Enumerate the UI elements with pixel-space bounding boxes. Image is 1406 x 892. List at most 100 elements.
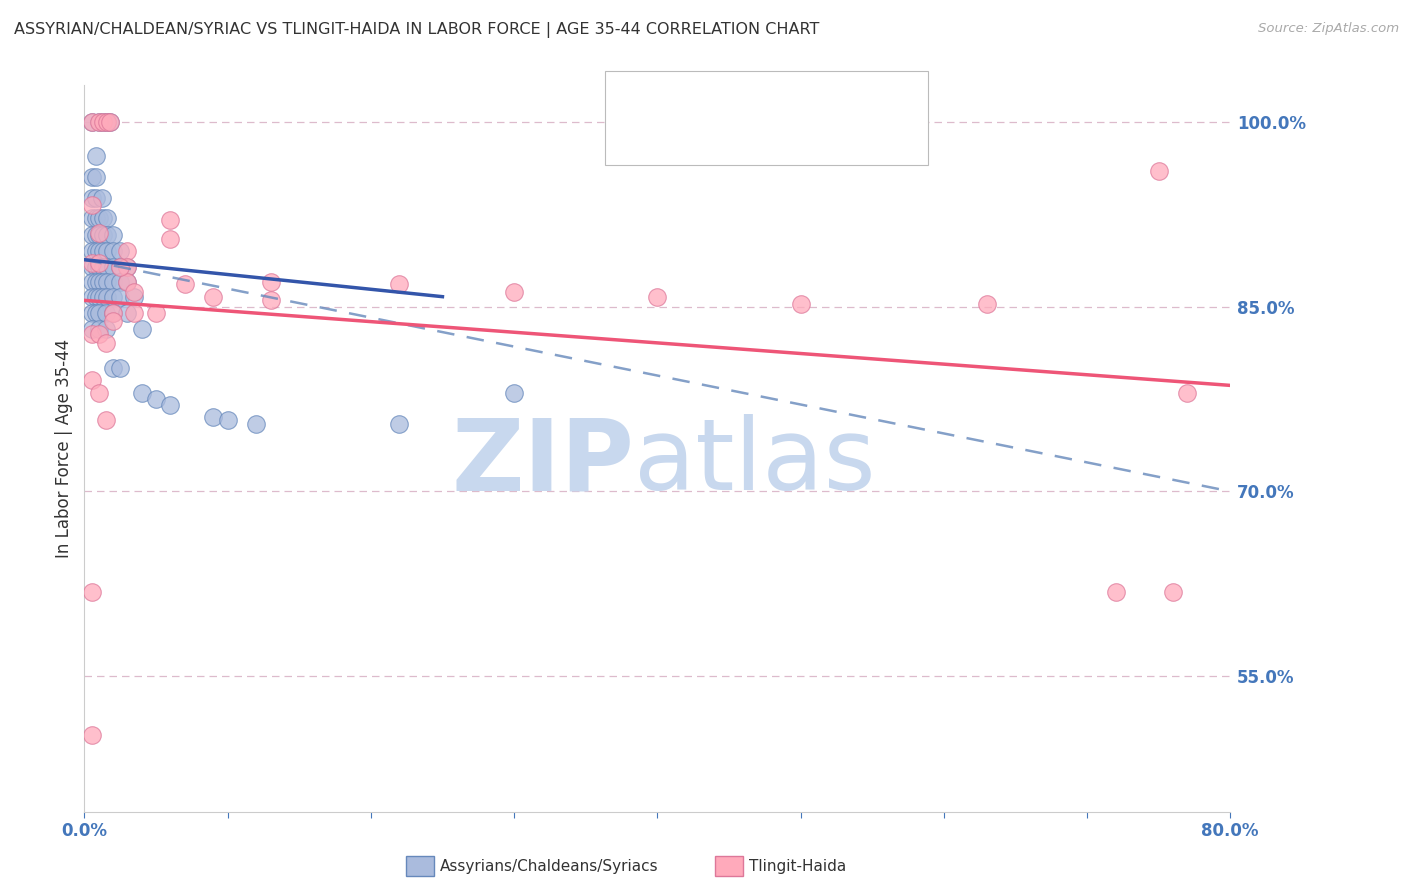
Point [503,285,526,299]
FancyBboxPatch shape [628,127,657,149]
Point [94,306,117,320]
Point [87,260,110,274]
Point [91,275,114,289]
Point [80,728,103,742]
Point [159,213,181,227]
Point [503,385,526,400]
Point [789,297,811,311]
Point [101,260,124,274]
Point [94,413,117,427]
Point [1161,585,1184,599]
Point [80,256,103,270]
FancyBboxPatch shape [406,856,434,876]
Point [84,228,107,243]
Text: ZIP: ZIP [451,414,634,511]
Point [87,211,110,225]
Point [96,275,118,289]
Point [173,277,195,292]
Point [98,114,121,128]
Point [108,244,131,258]
Point [101,275,124,289]
Point [80,114,103,128]
Point [90,191,112,205]
Point [117,244,139,258]
Text: atlas: atlas [634,414,876,511]
Point [87,244,110,258]
Point [145,306,167,320]
Point [91,211,114,225]
Text: R = -0.141   N = 39: R = -0.141 N = 39 [664,129,827,147]
Point [87,385,110,400]
Point [87,326,110,341]
Point [91,114,114,128]
Point [84,170,107,185]
Point [388,277,411,292]
Point [80,585,103,599]
Point [94,336,117,351]
Point [84,149,107,163]
Point [108,260,131,274]
Point [101,306,124,320]
Point [80,191,103,205]
FancyBboxPatch shape [716,856,744,876]
Point [96,290,118,304]
Point [87,322,110,336]
Point [91,260,114,274]
Point [87,228,110,243]
Point [101,361,124,376]
Point [647,290,669,304]
Y-axis label: In Labor Force | Age 35-44: In Labor Force | Age 35-44 [55,339,73,558]
Point [84,244,107,258]
Point [124,306,146,320]
Point [80,260,103,274]
Point [245,417,267,431]
Point [259,293,281,308]
Point [84,191,107,205]
Point [388,417,411,431]
Point [124,285,146,299]
Point [87,275,110,289]
Point [80,322,103,336]
Point [117,306,139,320]
Point [94,322,117,336]
Point [87,256,110,270]
Point [84,260,107,274]
Point [1175,385,1198,400]
Point [84,306,107,320]
Point [101,306,124,320]
Point [259,275,281,289]
Point [87,306,110,320]
Text: Assyrians/Chaldeans/Syriacs: Assyrians/Chaldeans/Syriacs [440,859,658,873]
Point [202,410,225,425]
Point [84,290,107,304]
Point [91,290,114,304]
Text: R = -0.156   N = 79: R = -0.156 N = 79 [664,103,825,121]
Point [84,275,107,289]
Point [87,114,110,128]
FancyBboxPatch shape [628,102,657,124]
Point [131,322,153,336]
Point [96,211,118,225]
Point [101,290,124,304]
Point [80,228,103,243]
Point [108,260,131,274]
Point [101,314,124,328]
Point [159,398,181,412]
Point [101,228,124,243]
Point [108,275,131,289]
Point [98,114,121,128]
Point [91,114,114,128]
Point [80,170,103,185]
Point [117,275,139,289]
Point [117,260,139,274]
Point [80,211,103,225]
Point [108,290,131,304]
Text: Tlingit-Haida: Tlingit-Haida [749,859,846,873]
Point [80,374,103,388]
Point [1147,164,1170,178]
Point [217,413,239,427]
Point [202,290,225,304]
Point [80,306,103,320]
Point [80,290,103,304]
Point [159,232,181,246]
